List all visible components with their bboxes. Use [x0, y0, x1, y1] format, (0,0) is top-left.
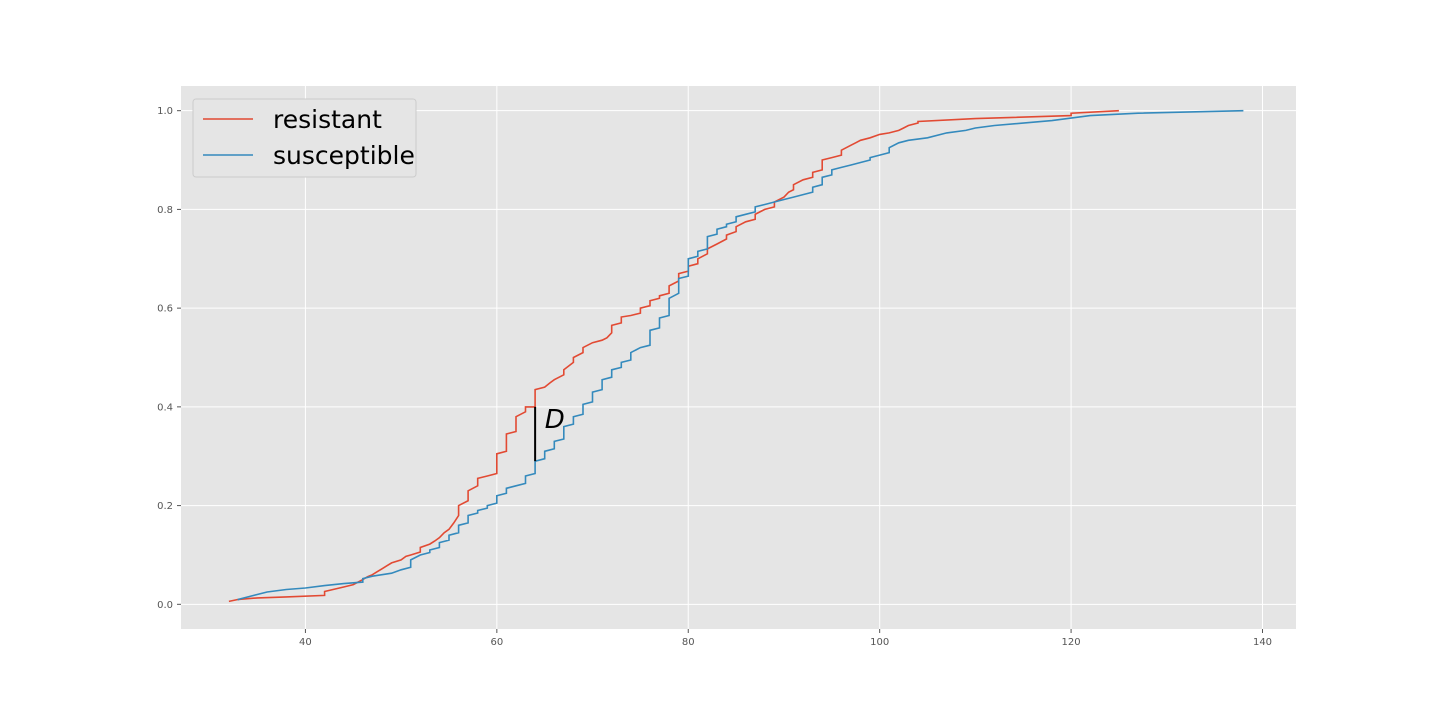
series-lines [228, 109, 1244, 603]
x-tick-label: 60 [490, 637, 503, 648]
axis-ticks: 40 60 80 100 120 140 0.0 0.2 0.4 0.6 0.8 1.0 [157, 106, 1272, 648]
series-line-susceptible [237, 109, 1244, 601]
legend-label-resistant: resistant [273, 105, 382, 134]
x-tick-label: 80 [682, 637, 695, 648]
grid [181, 86, 1296, 629]
y-tick-label: 0.4 [157, 402, 173, 413]
y-tick-label: 0.8 [157, 205, 173, 216]
x-tick-label: 120 [1062, 637, 1081, 648]
y-tick-label: 0.6 [157, 304, 173, 315]
series-line-resistant [228, 109, 1119, 603]
annotation-label: D [545, 405, 565, 435]
y-tick-label: 0.0 [157, 600, 173, 611]
annotations: D [534, 405, 565, 462]
legend: resistant susceptible [192, 98, 417, 178]
y-tick-label: 1.0 [157, 106, 173, 117]
x-tick-label: 100 [870, 637, 889, 648]
legend-label-susceptible: susceptible [273, 141, 415, 170]
x-tick-label: 40 [299, 637, 312, 648]
x-tick-label: 140 [1253, 637, 1272, 648]
y-tick-label: 0.2 [157, 501, 173, 512]
